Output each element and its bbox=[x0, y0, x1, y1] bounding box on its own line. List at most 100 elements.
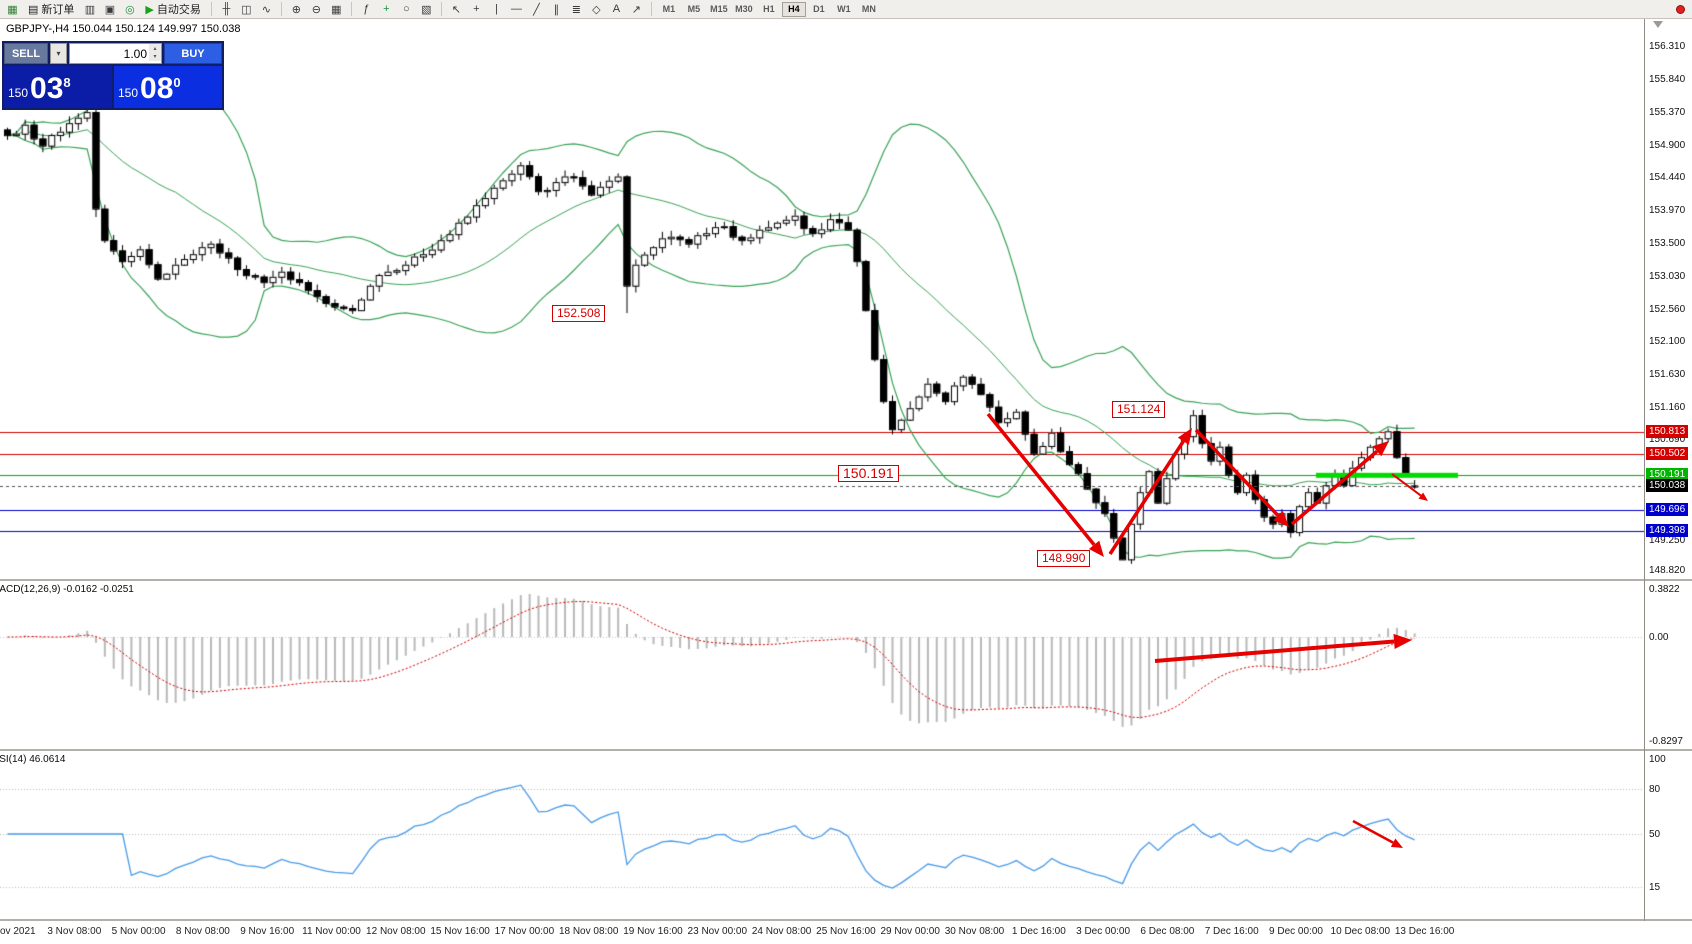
timeframe-buttons: M1 M5 M15 M30 H1 H4 D1 W1 MN bbox=[657, 1, 881, 17]
time-axis-label: 18 Nov 08:00 bbox=[558, 926, 619, 937]
price-annotation-label[interactable]: 152.508 bbox=[552, 305, 606, 322]
zoom-in-icon[interactable]: ⊕ bbox=[291, 3, 301, 16]
tile-windows-icon[interactable]: ▦ bbox=[331, 3, 342, 16]
timeframe-h1-button[interactable]: H1 bbox=[763, 4, 775, 14]
price-tick: 150.690 bbox=[1649, 434, 1686, 446]
time-axis-label: 1 Nov 2021 bbox=[0, 926, 36, 937]
buy-button[interactable]: BUY bbox=[164, 43, 222, 64]
time-axis-label: 5 Nov 00:00 bbox=[111, 926, 166, 937]
sell-price-prefix: 150 bbox=[8, 86, 29, 100]
rsi-pane[interactable] bbox=[0, 751, 1644, 919]
toolbar-separator bbox=[440, 2, 442, 16]
autotrade-button[interactable]: ▶ 自动交易 bbox=[140, 1, 205, 17]
timeframe-w1-button[interactable]: W1 bbox=[837, 4, 851, 14]
rsi-tick: 80 bbox=[1649, 784, 1661, 795]
channel-icon[interactable]: ∥ bbox=[553, 3, 560, 16]
time-axis-label: 17 Nov 00:00 bbox=[494, 926, 555, 937]
timeframe-m1-button[interactable]: M1 bbox=[662, 4, 676, 14]
time-axis-label: 30 Nov 08:00 bbox=[944, 926, 1005, 937]
vertical-line-icon[interactable]: | bbox=[494, 3, 498, 15]
volume-stepper[interactable]: ▴ ▾ bbox=[149, 44, 161, 61]
profiles-icon[interactable]: ▥ bbox=[84, 3, 96, 16]
price-scale[interactable]: 156.310 155.840 155.370 154.900 154.440 153.9… bbox=[1645, 19, 1692, 579]
time-axis-label: 24 Nov 08:00 bbox=[751, 926, 812, 937]
macd-value-signal: -0.0251 bbox=[99, 584, 134, 595]
crosshair-icon[interactable]: + bbox=[473, 3, 480, 15]
autotrade-button-label: 自动交易 bbox=[156, 4, 201, 16]
templates-icon[interactable]: ▧ bbox=[421, 3, 432, 16]
main-price-pane[interactable] bbox=[0, 19, 1644, 579]
volume-input[interactable] bbox=[69, 43, 162, 64]
sell-price-sup: 8 bbox=[63, 75, 71, 90]
refresh-icon[interactable]: ◎ bbox=[125, 3, 135, 16]
rsi-canvas[interactable] bbox=[0, 751, 1644, 919]
chart-window: GBPJPY-,H4 150.044 150.124 149.997 150.0… bbox=[0, 19, 1692, 944]
pane-separator[interactable] bbox=[0, 749, 1692, 751]
pane-separator[interactable] bbox=[0, 579, 1692, 581]
price-tick: 153.970 bbox=[1649, 204, 1686, 216]
rsi-scale[interactable]: 100 80 50 15 bbox=[1645, 751, 1692, 919]
charts-icon[interactable]: ▣ bbox=[104, 3, 116, 16]
price-tick: 152.100 bbox=[1649, 335, 1686, 347]
add-indicator-icon[interactable]: + bbox=[383, 3, 390, 15]
new-order-button[interactable]: ▤ 新订单 bbox=[23, 1, 79, 17]
chart-shift-marker-icon[interactable] bbox=[1653, 21, 1663, 28]
text-icon[interactable]: A bbox=[612, 3, 621, 15]
timeframe-m15-button[interactable]: M15 bbox=[710, 4, 728, 14]
macd-tick: 0.00 bbox=[1649, 632, 1669, 643]
periods-clock-icon[interactable]: ○ bbox=[403, 3, 410, 15]
macd-name: MACD(12,26,9) bbox=[0, 584, 61, 595]
price-tick: 148.820 bbox=[1649, 565, 1686, 577]
trendline-icon[interactable]: ╱ bbox=[533, 3, 540, 16]
macd-tick: -0.8297 bbox=[1649, 736, 1683, 748]
volume-down-icon[interactable]: ▾ bbox=[149, 52, 161, 61]
rsi-indicator-label: RSI(14) 46.0614 bbox=[0, 754, 65, 765]
price-tick: 151.630 bbox=[1649, 368, 1686, 380]
zoom-out-icon[interactable]: ⊖ bbox=[311, 3, 321, 16]
time-axis[interactable]: 1 Nov 2021 3 Nov 08:00 5 Nov 00:00 8 Nov 08… bbox=[0, 921, 1692, 944]
price-annotation-label[interactable]: 148.990 bbox=[1037, 550, 1091, 567]
record-indicator-icon bbox=[1676, 4, 1685, 14]
volume-up-icon[interactable]: ▴ bbox=[149, 44, 161, 53]
new-chart-icon[interactable]: ▦ bbox=[7, 3, 18, 16]
timeframe-m30-button[interactable]: M30 bbox=[735, 4, 753, 14]
time-axis-label: 10 Dec 08:00 bbox=[1330, 926, 1391, 937]
candlestick-icon[interactable]: ◫ bbox=[241, 3, 252, 16]
time-axis-label: 6 Dec 08:00 bbox=[1140, 926, 1195, 937]
price-badge: 150.038 bbox=[1646, 479, 1689, 493]
toolbar-separator bbox=[350, 2, 352, 16]
price-badge: 149.696 bbox=[1646, 502, 1689, 516]
timeframe-h4-button[interactable]: H4 bbox=[781, 1, 806, 17]
horizontal-line-icon[interactable]: — bbox=[510, 3, 522, 15]
buy-price-panel[interactable]: 150 08 0 bbox=[114, 66, 222, 108]
timeframe-d1-button[interactable]: D1 bbox=[813, 4, 825, 14]
price-badge: 150.502 bbox=[1646, 446, 1689, 460]
line-chart-icon[interactable]: ∿ bbox=[261, 3, 271, 16]
price-annotation-label[interactable]: 150.191 bbox=[838, 465, 899, 482]
sell-price-big: 03 bbox=[30, 72, 64, 105]
bar-chart-icon[interactable]: ╫ bbox=[222, 3, 231, 15]
macd-canvas[interactable] bbox=[0, 581, 1644, 749]
rsi-tick: 15 bbox=[1649, 881, 1661, 893]
time-axis-labels: 1 Nov 2021 3 Nov 08:00 5 Nov 00:00 8 Nov 08… bbox=[0, 921, 1692, 944]
macd-scale[interactable]: 0.3822 0.00 -0.8297 bbox=[1645, 581, 1692, 749]
sell-button[interactable]: SELL bbox=[4, 43, 48, 64]
price-tick: 153.030 bbox=[1649, 270, 1686, 282]
price-badge: 150.813 bbox=[1646, 424, 1689, 438]
toolbar-separator bbox=[210, 2, 212, 16]
fibonacci-icon[interactable]: ≣ bbox=[571, 3, 581, 16]
sell-price-panel[interactable]: 150 03 8 bbox=[4, 66, 112, 108]
timeframe-m5-button[interactable]: M5 bbox=[687, 4, 701, 14]
price-annotation-label[interactable]: 151.124 bbox=[1112, 401, 1166, 418]
arrow-tool-icon[interactable]: ↗ bbox=[631, 3, 641, 16]
cursor-icon[interactable]: ↖ bbox=[451, 3, 461, 16]
time-axis-label: 9 Dec 00:00 bbox=[1269, 926, 1323, 937]
main-chart-canvas[interactable] bbox=[0, 19, 1644, 579]
time-axis-label: 11 Nov 00:00 bbox=[302, 926, 361, 937]
rsi-tick: 100 bbox=[1649, 754, 1666, 765]
order-type-dropdown[interactable]: ▾ bbox=[50, 43, 67, 64]
shapes-icon[interactable]: ◇ bbox=[592, 3, 601, 16]
timeframe-mn-button[interactable]: MN bbox=[861, 4, 876, 14]
macd-pane[interactable] bbox=[0, 581, 1644, 749]
indicators-icon[interactable]: ƒ bbox=[363, 3, 370, 15]
